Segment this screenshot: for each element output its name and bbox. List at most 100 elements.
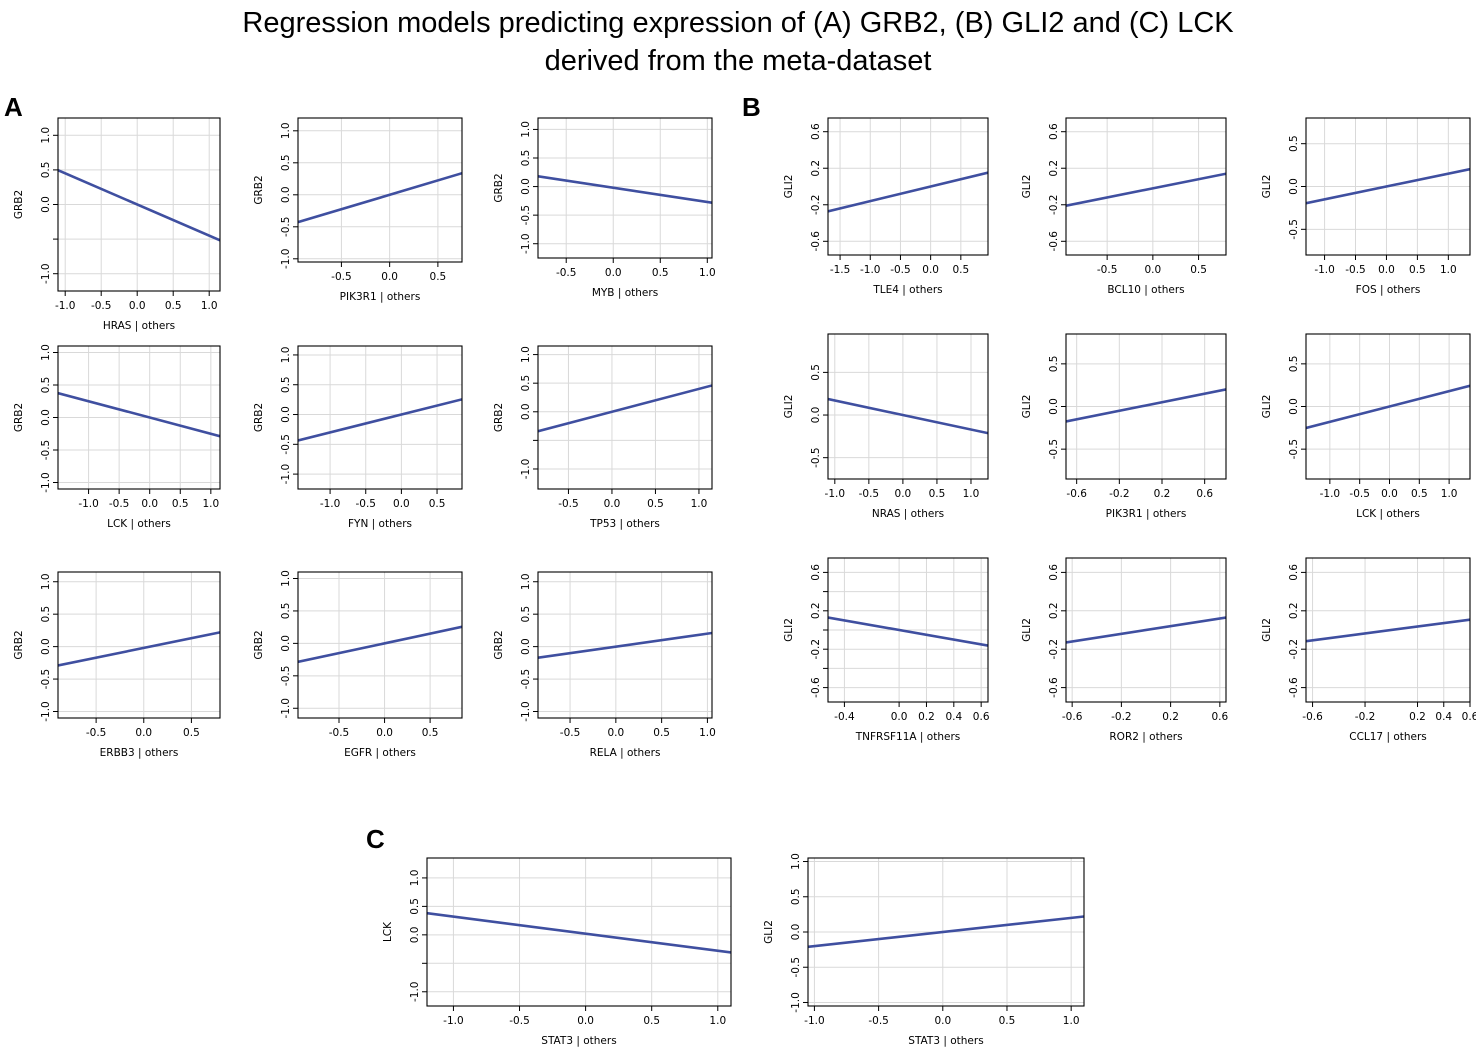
data-point: [1148, 0, 1152, 2]
data-point: [1146, 0, 1150, 2]
data-point: [1386, 0, 1390, 2]
data-point: [890, 0, 894, 2]
data-point: [365, 0, 369, 2]
data-point: [915, 0, 919, 2]
data-point: [1122, 0, 1126, 2]
data-point: [360, 0, 364, 2]
x-tick-label: 0.5: [653, 727, 670, 739]
data-point: [892, 0, 896, 2]
y-tick-label: 0.2: [810, 602, 822, 619]
data-point: [955, 0, 959, 2]
data-point: [641, 0, 645, 2]
data-point: [160, 0, 164, 2]
data-point: [162, 0, 166, 2]
data-point: [170, 0, 174, 2]
x-tick-label: 1.0: [699, 727, 716, 739]
data-point: [612, 0, 616, 2]
data-point: [922, 0, 926, 2]
data-point: [385, 0, 389, 2]
data-point: [636, 0, 640, 2]
plot-frame: [828, 118, 988, 255]
data-point: [426, 0, 430, 2]
data-point: [1379, 0, 1383, 2]
data-point: [907, 0, 911, 2]
data-point: [596, 0, 600, 2]
data-point: [1401, 0, 1405, 2]
data-point: [932, 0, 936, 2]
data-point: [905, 0, 909, 2]
data-point: [188, 0, 192, 2]
data-point: [637, 0, 641, 2]
data-point: [1162, 0, 1166, 2]
data-point: [359, 0, 363, 2]
data-point: [401, 0, 405, 2]
data-point: [152, 0, 156, 2]
data-point: [597, 0, 601, 2]
y-tick-label: -0.5: [40, 669, 52, 690]
data-point: [1425, 0, 1429, 2]
data-point: [1164, 0, 1168, 2]
data-point: [913, 0, 917, 2]
data-point: [1399, 0, 1403, 2]
data-point: [1155, 0, 1159, 2]
data-point: [643, 0, 647, 2]
data-point: [1429, 0, 1433, 2]
data-point: [178, 0, 182, 2]
data-point: [1379, 0, 1383, 2]
data-point: [1162, 0, 1166, 2]
data-point: [1111, 0, 1115, 2]
data-point: [1129, 0, 1133, 2]
data-point: [878, 0, 882, 2]
data-point: [893, 0, 897, 2]
y-tick-label: -0.5: [520, 669, 532, 690]
data-point: [632, 0, 636, 2]
data-point: [1096, 0, 1100, 2]
data-point: [646, 0, 650, 2]
data-point: [931, 0, 935, 2]
data-point: [580, 0, 584, 2]
data-point: [139, 0, 143, 2]
data-point: [652, 0, 656, 2]
data-point: [1186, 0, 1190, 2]
data-point: [1399, 0, 1403, 2]
data-point: [162, 0, 166, 2]
data-point: [1125, 0, 1129, 2]
data-point: [939, 0, 943, 2]
data-point: [1365, 0, 1369, 2]
data-point: [400, 0, 404, 2]
data-point: [1404, 0, 1408, 2]
data-point: [886, 0, 890, 2]
data-point: [626, 0, 630, 2]
data-point: [1382, 0, 1386, 2]
data-point: [929, 0, 933, 2]
data-point: [1369, 0, 1373, 2]
data-point: [1412, 0, 1416, 2]
data-point: [601, 0, 605, 2]
data-point: [1408, 0, 1412, 2]
data-point: [406, 0, 410, 2]
data-point: [917, 0, 921, 2]
data-point: [604, 0, 608, 2]
data-point: [870, 0, 874, 2]
data-point: [1152, 0, 1156, 2]
x-tick-label: 1.0: [1441, 488, 1458, 500]
data-point: [587, 0, 591, 2]
data-point: [389, 0, 393, 2]
data-point: [1390, 0, 1394, 2]
data-point: [390, 0, 394, 2]
data-point: [1140, 0, 1144, 2]
data-point: [130, 0, 134, 2]
data-point: [1167, 0, 1171, 2]
data-point: [952, 0, 956, 2]
data-point: [907, 0, 911, 2]
data-point: [581, 0, 585, 2]
data-point: [1380, 0, 1384, 2]
data-point: [122, 0, 126, 2]
data-point: [628, 0, 632, 2]
data-point: [916, 0, 920, 2]
data-point: [132, 0, 136, 2]
data-point: [141, 0, 145, 2]
data-point: [415, 0, 419, 2]
data-point: [935, 0, 939, 2]
